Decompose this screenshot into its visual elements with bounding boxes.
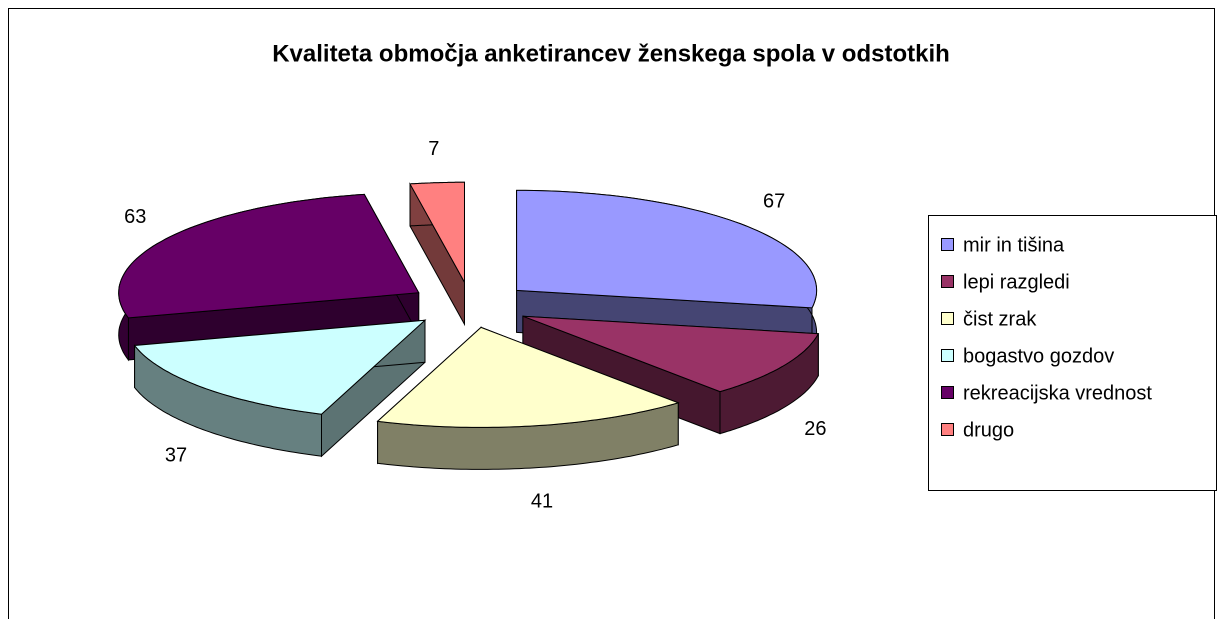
slice-top <box>409 181 465 285</box>
legend-swatch <box>941 312 954 325</box>
slice <box>409 181 465 327</box>
slice-top <box>516 189 818 309</box>
legend-box <box>928 215 1217 491</box>
legend-label: drugo <box>963 419 1014 441</box>
data-label: 26 <box>804 418 826 440</box>
data-label: 67 <box>763 190 785 212</box>
legend-label: mir in tišina <box>963 234 1065 256</box>
legend-label: lepi razgledi <box>963 271 1070 293</box>
legend-swatch <box>941 275 954 288</box>
legend-swatch <box>941 423 954 436</box>
slice <box>133 319 427 458</box>
legend-label: čist zrak <box>963 308 1037 330</box>
legend-swatch <box>941 386 954 399</box>
data-label: 7 <box>428 138 439 160</box>
slice <box>522 315 820 435</box>
slice-top <box>118 193 420 319</box>
slice-top <box>133 319 427 415</box>
legend-label: bogastvo gozdov <box>963 345 1114 367</box>
slice-top <box>522 315 820 393</box>
data-label: 41 <box>531 491 553 513</box>
legend-label: rekreacijska vrednost <box>963 382 1152 404</box>
slice <box>376 326 680 470</box>
legend-swatch <box>941 238 954 251</box>
data-label: 37 <box>165 445 187 467</box>
legend-swatch <box>941 349 954 362</box>
data-label: 63 <box>124 206 146 228</box>
chart-title: Kvaliteta območja anketirancev ženskega … <box>272 40 950 67</box>
slice-top <box>376 326 680 428</box>
